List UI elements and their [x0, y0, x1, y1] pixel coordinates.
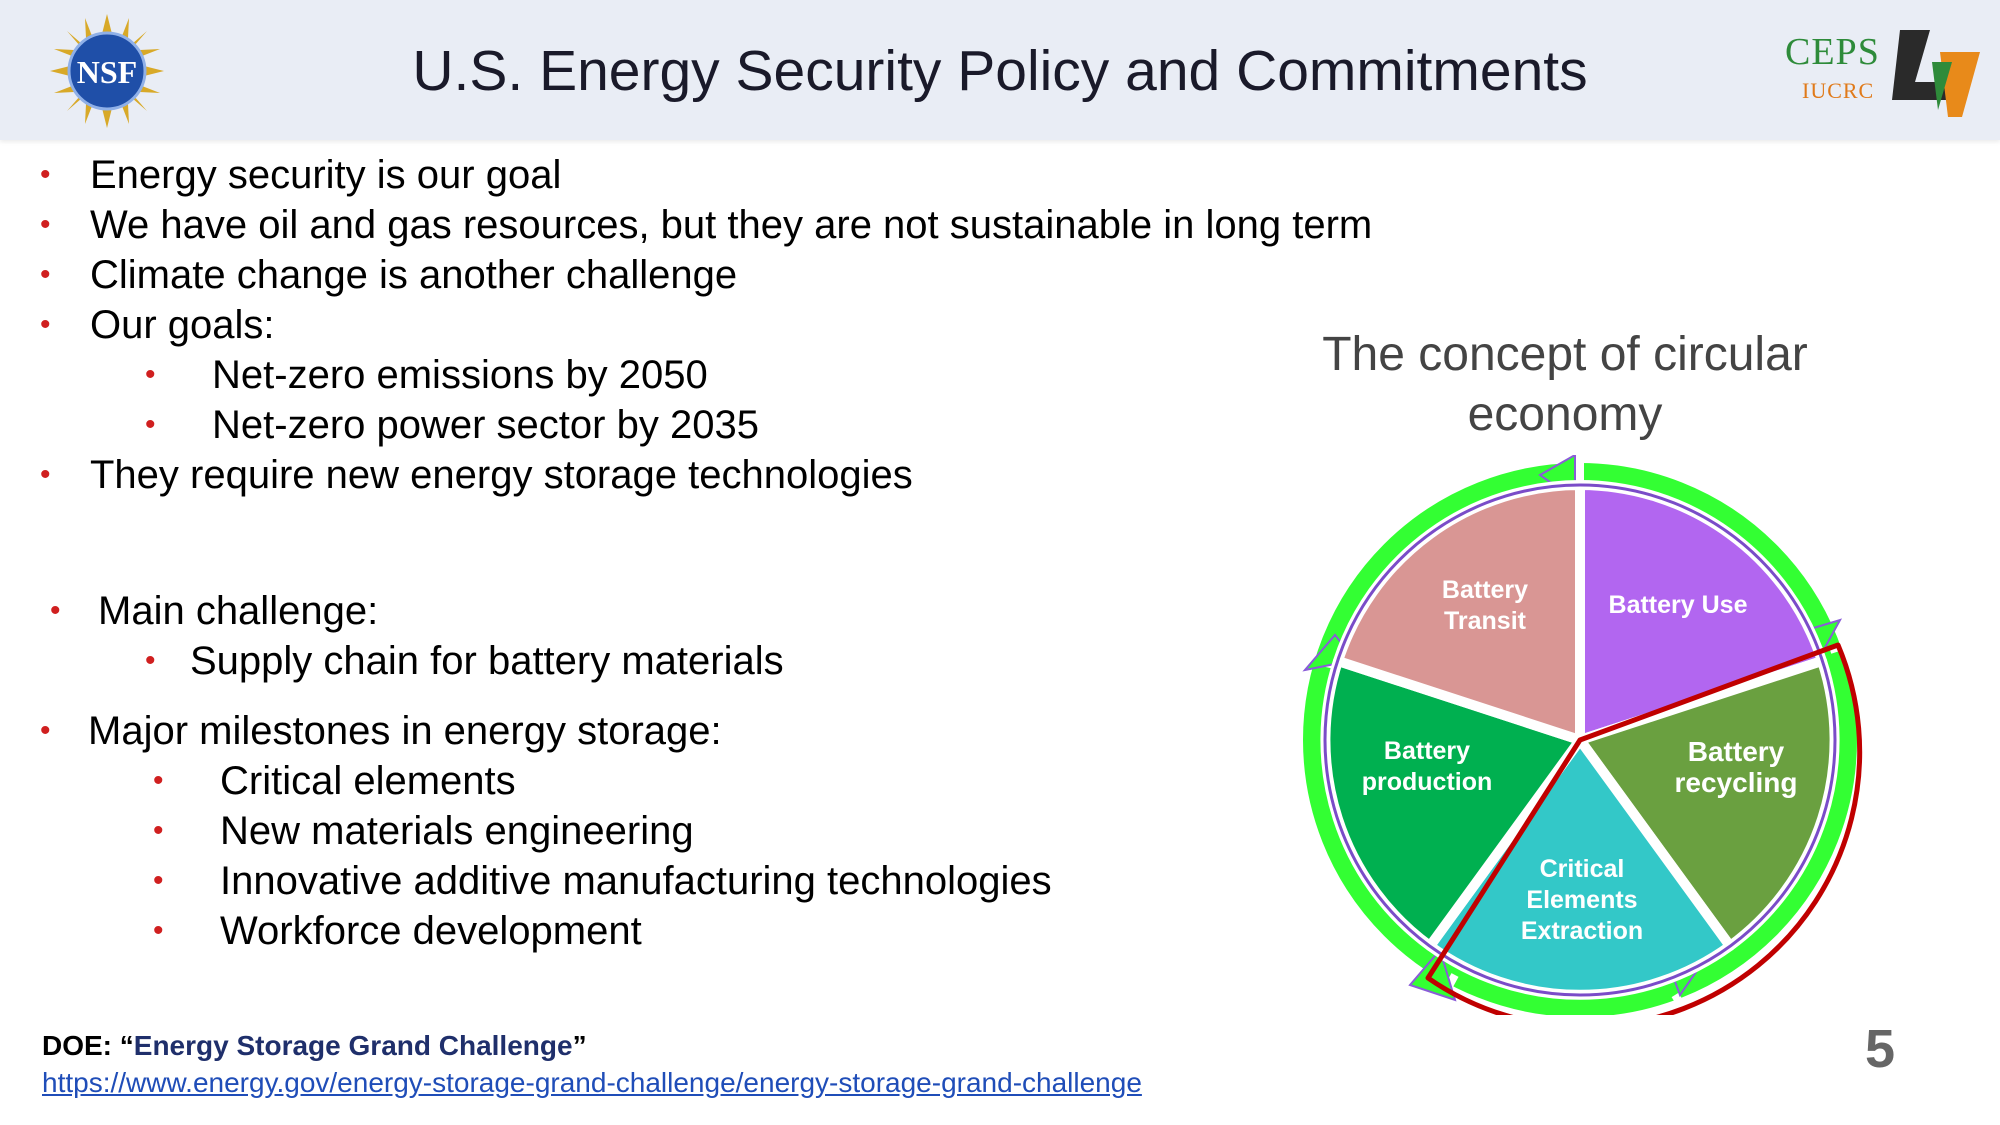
production-label-2: production [1362, 768, 1493, 796]
recycling-label-2: recycling [1675, 767, 1798, 798]
ceps-logo-text: CEPS [1785, 31, 1880, 73]
highlight-outline [1425, 642, 1863, 1015]
extraction-label-3: Extraction [1521, 917, 1643, 945]
ceps-logo-graphic [1892, 30, 1980, 117]
bullet-dot-icon: • [145, 358, 156, 391]
extraction-label-2: Elements [1526, 886, 1637, 914]
diagram-title: The concept of circular economy [1322, 328, 1808, 441]
recycling-label-1: Battery [1688, 736, 1785, 767]
bullet-dot-icon: • [145, 644, 156, 677]
bullet-dot-icon: • [40, 458, 51, 491]
use-label: Battery Use [1609, 591, 1748, 619]
nsf-logo: NSF [50, 14, 164, 128]
bullet-dot-icon: • [153, 864, 164, 897]
bullet-dot-icon: • [40, 308, 51, 341]
bullet-dot-icon: • [40, 714, 51, 747]
bullet-dot-icon: • [153, 814, 164, 847]
iucrc-logo-text: IUCRC [1802, 78, 1875, 103]
nsf-logo-text: NSF [77, 54, 137, 90]
bullet-dot-icon: • [40, 158, 51, 191]
doe-link[interactable]: https://www.energy.gov/energy-storage-gr… [42, 1067, 1142, 1098]
bullet-dot-icon: • [153, 764, 164, 797]
page-number: 5 [1865, 1019, 1896, 1079]
bullet-dot-icon: • [40, 258, 51, 291]
transit-label-2: Transit [1444, 607, 1527, 635]
bullet-dot-icon: • [50, 594, 61, 627]
bullet-dot-icon: • [40, 208, 51, 241]
slide-title: U.S. Energy Security Policy and Commitme… [412, 39, 1588, 103]
circular-economy-diagram: Battery Transit Battery Use Battery recy… [1290, 455, 1870, 1015]
extraction-label-1: Critical [1540, 855, 1625, 883]
doe-reference: DOE: “Energy Storage Grand Challenge” [42, 1030, 587, 1061]
production-label-1: Battery [1384, 737, 1470, 765]
slide-header: NSF U.S. Energy Security Policy and Comm… [0, 0, 2000, 140]
bullet-dot-icon: • [145, 408, 156, 441]
transit-label-1: Battery [1442, 576, 1528, 604]
bullet-dot-icon: • [153, 914, 164, 947]
